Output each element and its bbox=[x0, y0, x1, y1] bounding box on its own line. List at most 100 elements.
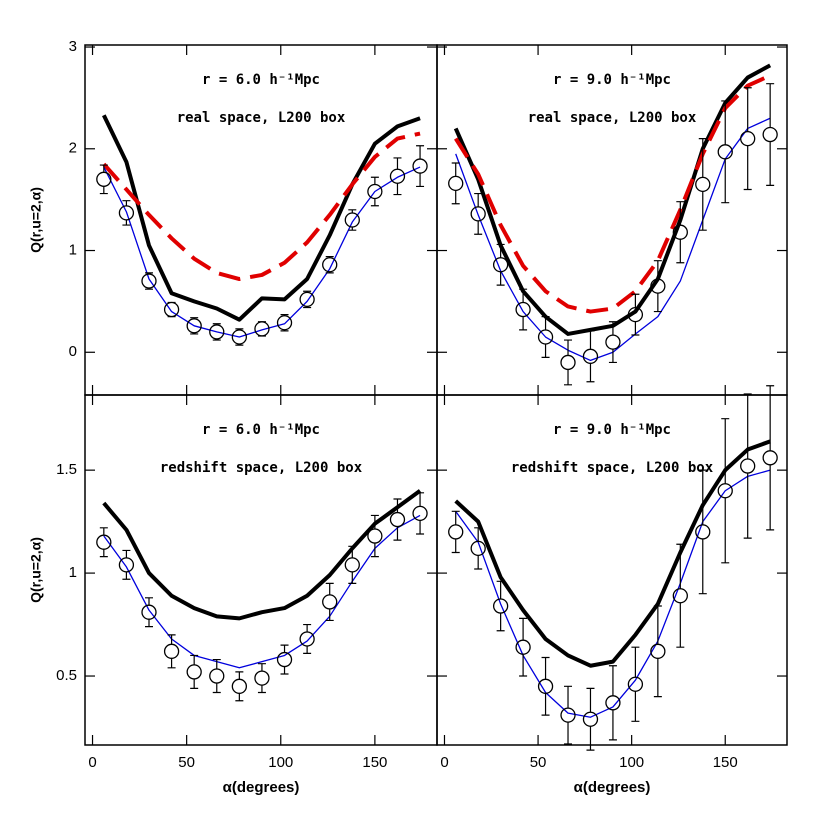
panel-subtitle: redshift space, L200 box bbox=[160, 460, 363, 476]
data-point bbox=[344, 557, 360, 573]
error-bar bbox=[393, 498, 402, 541]
error-bar bbox=[676, 543, 685, 648]
data-point bbox=[163, 643, 180, 659]
data-point bbox=[740, 130, 756, 147]
data-point bbox=[582, 711, 599, 727]
error-bar bbox=[167, 634, 176, 669]
panel-title: r = 6.0 h⁻¹Mpc bbox=[202, 72, 320, 88]
error-bar bbox=[212, 658, 221, 694]
error-bar bbox=[370, 176, 379, 207]
error-bar bbox=[653, 260, 662, 313]
data-point bbox=[254, 670, 270, 686]
data-point bbox=[231, 678, 248, 694]
y-tick-label: 3 bbox=[69, 38, 77, 55]
error-bar bbox=[167, 301, 176, 318]
series-line bbox=[455, 469, 771, 718]
x-axis-label: α(degrees) bbox=[223, 779, 300, 796]
data-point bbox=[344, 212, 360, 228]
panel-subtitle: redshift space, L200 box bbox=[511, 460, 714, 476]
data-point bbox=[96, 171, 112, 187]
data-point bbox=[582, 348, 599, 364]
data-point bbox=[389, 168, 406, 184]
x-tick-label: 100 bbox=[268, 754, 293, 771]
data-point bbox=[650, 278, 666, 294]
data-point bbox=[492, 257, 509, 273]
error-bar bbox=[743, 393, 752, 539]
data-point bbox=[412, 505, 428, 522]
data-point bbox=[209, 324, 225, 340]
data-point bbox=[209, 668, 225, 684]
data-point bbox=[141, 604, 157, 620]
error-bar bbox=[370, 514, 379, 558]
data-point bbox=[276, 315, 293, 331]
data-point bbox=[605, 695, 621, 711]
data-point bbox=[448, 175, 464, 192]
data-point bbox=[740, 458, 756, 474]
data-point bbox=[322, 257, 338, 273]
data-point bbox=[299, 291, 315, 308]
error-bar bbox=[393, 157, 402, 196]
error-bar bbox=[145, 597, 153, 628]
error-bar bbox=[474, 527, 483, 570]
error-bar bbox=[303, 623, 312, 654]
data-point bbox=[118, 205, 135, 221]
plot-frame bbox=[84, 44, 438, 396]
data-point bbox=[695, 524, 711, 540]
data-point bbox=[492, 598, 509, 614]
series-line bbox=[102, 489, 422, 621]
y-tick-label: 1.5 bbox=[56, 461, 77, 478]
series-line bbox=[103, 166, 421, 338]
error-bar bbox=[676, 201, 685, 264]
data-point bbox=[672, 224, 688, 240]
series-line bbox=[102, 131, 421, 282]
data-point bbox=[537, 678, 554, 694]
series-line bbox=[454, 439, 771, 668]
data-point bbox=[470, 540, 486, 557]
error-bar bbox=[496, 243, 505, 286]
data-point bbox=[141, 273, 157, 289]
data-point bbox=[672, 588, 688, 604]
data-point bbox=[367, 528, 383, 544]
error-bar bbox=[348, 209, 357, 231]
error-bar bbox=[348, 545, 357, 584]
data-point bbox=[118, 557, 135, 573]
data-point bbox=[163, 301, 180, 318]
data-point bbox=[515, 301, 531, 318]
error-bar bbox=[631, 293, 640, 336]
data-point bbox=[276, 651, 293, 668]
error-bar bbox=[474, 192, 483, 235]
error-bar bbox=[257, 663, 266, 694]
error-bar bbox=[122, 200, 131, 226]
error-bar bbox=[145, 272, 153, 290]
y-tick-label: 1 bbox=[69, 241, 77, 258]
data-point bbox=[186, 318, 202, 334]
data-point bbox=[389, 511, 406, 528]
plot-frame bbox=[436, 394, 788, 746]
data-point bbox=[717, 144, 733, 160]
y-axis-label: Q(r,u=2,α) bbox=[28, 187, 44, 253]
error-bar bbox=[698, 138, 707, 231]
x-axis-label: α(degrees) bbox=[574, 779, 651, 796]
data-point bbox=[515, 639, 531, 655]
y-axis-label: Q(r,u=2,α) bbox=[28, 537, 44, 603]
data-point bbox=[627, 676, 644, 692]
error-bar bbox=[541, 316, 550, 358]
error-bar bbox=[541, 656, 550, 716]
error-bar bbox=[416, 145, 425, 188]
error-bar bbox=[99, 527, 108, 558]
series-line bbox=[102, 114, 421, 322]
y-tick-label: 2 bbox=[69, 140, 77, 157]
x-tick-label: 100 bbox=[619, 754, 644, 771]
error-bar bbox=[280, 644, 289, 675]
data-point bbox=[762, 450, 778, 466]
data-point bbox=[186, 664, 202, 680]
error-bar bbox=[496, 580, 505, 632]
panel-title: r = 6.0 h⁻¹Mpc bbox=[202, 422, 320, 438]
error-bar bbox=[190, 654, 199, 689]
series-line bbox=[103, 514, 421, 669]
x-tick-label: 50 bbox=[178, 754, 195, 771]
error-bar bbox=[325, 582, 334, 622]
error-bar bbox=[608, 665, 617, 741]
panel-title: r = 9.0 h⁻¹Mpc bbox=[553, 422, 671, 438]
